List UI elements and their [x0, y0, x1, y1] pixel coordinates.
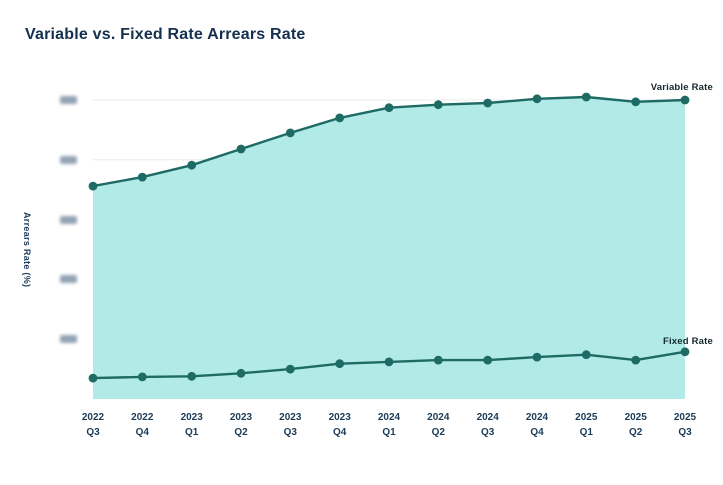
- x-tick-label: 2022 Q4: [119, 410, 165, 440]
- fixed-rate-point: [433, 355, 443, 365]
- fixed-rate-point: [384, 357, 394, 367]
- x-tick-quarter: Q4: [333, 427, 347, 438]
- x-tick-label: 2023 Q3: [267, 410, 313, 440]
- x-tick-year: 2025: [673, 412, 697, 423]
- x-tick-year: 2024: [476, 412, 499, 423]
- y-tick-label-redacted: [60, 215, 77, 224]
- x-tick-year: 2025: [575, 412, 598, 423]
- x-tick-quarter: Q2: [431, 427, 445, 438]
- x-tick-label: 2023 Q1: [169, 410, 215, 440]
- x-tick-quarter: Q1: [579, 427, 593, 438]
- fixed-rate-point: [335, 359, 345, 369]
- x-tick-quarter: Q2: [629, 427, 643, 438]
- fixed-rate-point: [285, 364, 295, 374]
- fixed-rate-point: [532, 352, 542, 362]
- variable-rate-point: [236, 144, 246, 154]
- variable-rate-point: [187, 160, 197, 170]
- variable-rate-point: [384, 103, 394, 113]
- x-tick-quarter: Q3: [481, 427, 495, 438]
- x-tick-quarter: Q3: [283, 427, 297, 438]
- fixed-rate-point: [137, 372, 147, 382]
- fixed-rate-point: [187, 371, 197, 381]
- x-tick-label: 2025 Q1: [563, 410, 609, 440]
- variable-rate-point: [631, 97, 641, 107]
- x-tick-quarter: Q1: [382, 427, 396, 438]
- x-tick-label: 2024 Q2: [415, 410, 461, 440]
- y-axis-title: Arrears Rate (%): [22, 211, 32, 288]
- variable-rate-point: [88, 181, 98, 191]
- fixed-rate-point: [680, 347, 690, 357]
- x-tick-year: 2023: [229, 412, 253, 423]
- x-tick-quarter: Q4: [135, 427, 149, 438]
- x-tick-label: 2025 Q2: [613, 410, 659, 440]
- x-tick-quarter: Q1: [185, 427, 199, 438]
- x-tick-year: 2023: [180, 412, 203, 423]
- variable-rate-point: [137, 172, 147, 182]
- x-tick-year: 2025: [624, 412, 647, 423]
- variable-rate-point: [680, 95, 690, 105]
- x-tick-label: 2022 Q3: [70, 410, 116, 440]
- x-tick-year: 2022: [81, 412, 105, 423]
- variable-rate-area-fill: [93, 97, 685, 399]
- fixed-rate-point: [236, 368, 246, 378]
- variable-rate-point: [433, 100, 443, 110]
- y-tick-label-redacted: [60, 155, 77, 164]
- y-tick-label-redacted: [60, 335, 77, 344]
- variable-rate-point: [335, 113, 345, 123]
- fixed-rate-point: [631, 355, 641, 365]
- fixed-rate-point: [88, 373, 98, 383]
- variable-rate-point: [285, 128, 295, 138]
- x-tick-quarter: Q4: [530, 427, 544, 438]
- x-tick-year: 2024: [525, 412, 549, 423]
- y-tick-label-redacted: [60, 275, 77, 284]
- x-tick-year: 2023: [279, 412, 302, 423]
- x-tick-label: 2024 Q1: [366, 410, 412, 440]
- chart-title: Variable vs. Fixed Rate Arrears Rate: [25, 26, 306, 43]
- x-tick-quarter: Q3: [678, 427, 692, 438]
- variable-rate-point: [483, 98, 493, 108]
- y-tick-label-redacted: [60, 96, 77, 104]
- variable-rate-point: [581, 92, 591, 102]
- x-tick-label: 2024 Q3: [465, 410, 511, 440]
- x-tick-year: 2024: [427, 412, 450, 423]
- x-tick-quarter: Q3: [86, 427, 100, 438]
- variable-rate-point: [532, 94, 542, 104]
- series-label-variable-rate: Variable Rate: [650, 82, 713, 93]
- x-tick-year: 2023: [328, 412, 351, 423]
- fixed-rate-point: [483, 355, 493, 365]
- x-tick-label: 2023 Q4: [317, 410, 363, 440]
- x-tick-label: 2025 Q3: [662, 410, 708, 440]
- x-tick-year: 2022: [131, 412, 154, 423]
- x-tick-label: 2024 Q4: [514, 410, 560, 440]
- series-label-fixed-rate: Fixed Rate: [662, 336, 713, 347]
- fixed-rate-point: [581, 350, 591, 360]
- x-tick-year: 2024: [377, 412, 401, 423]
- x-tick-quarter: Q2: [234, 427, 248, 438]
- x-tick-label: 2023 Q2: [218, 410, 264, 440]
